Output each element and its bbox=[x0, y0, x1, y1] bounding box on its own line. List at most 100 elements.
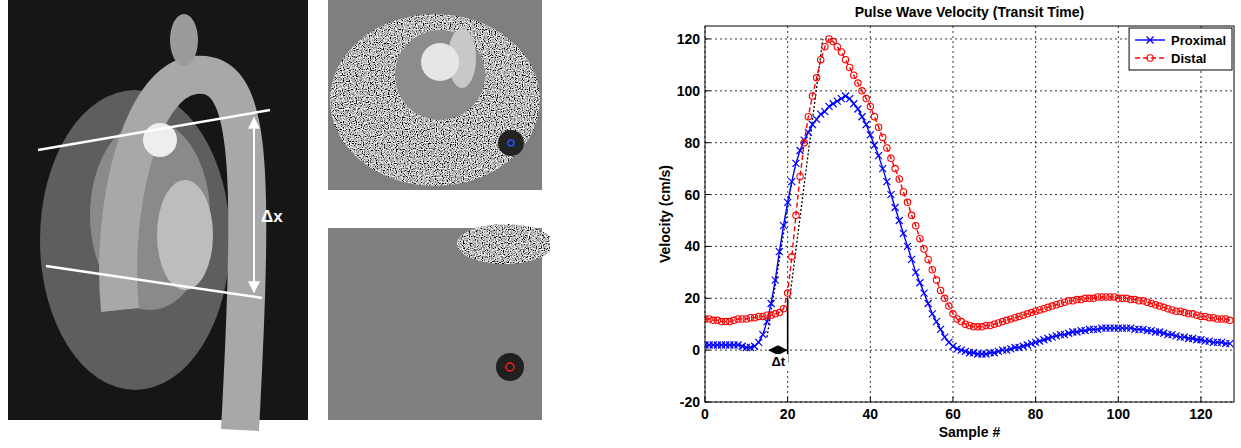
data-point bbox=[1156, 303, 1162, 309]
distal-roi bbox=[506, 363, 514, 371]
data-point bbox=[706, 316, 712, 322]
image-background bbox=[328, 0, 542, 190]
data-point bbox=[768, 300, 775, 307]
data-point bbox=[1057, 300, 1063, 306]
data-point bbox=[859, 88, 865, 94]
data-point bbox=[1210, 315, 1216, 321]
data-point bbox=[751, 315, 757, 321]
data-point bbox=[846, 95, 853, 102]
y-tick bbox=[705, 90, 710, 91]
series-proximal bbox=[705, 93, 1233, 358]
y-grid-line bbox=[705, 142, 1234, 143]
data-point bbox=[888, 155, 894, 161]
data-point bbox=[1189, 311, 1195, 317]
data-point bbox=[1169, 307, 1175, 313]
data-point bbox=[875, 152, 882, 159]
data-point bbox=[904, 199, 910, 205]
data-point bbox=[855, 80, 861, 86]
y-tick bbox=[705, 246, 710, 247]
data-point bbox=[838, 95, 845, 102]
data-point bbox=[917, 235, 923, 241]
y-tick-label: -20 bbox=[680, 394, 700, 410]
data-point bbox=[1223, 316, 1229, 322]
data-point bbox=[987, 322, 993, 328]
data-point bbox=[941, 334, 948, 341]
data-point bbox=[809, 121, 816, 128]
legend-marker bbox=[1147, 37, 1154, 44]
annotation-label: Δt bbox=[772, 354, 786, 369]
data-point bbox=[1024, 311, 1030, 317]
image-background bbox=[8, 0, 308, 420]
x-grid-line bbox=[1200, 26, 1201, 402]
data-point bbox=[714, 317, 720, 323]
x-axis-title: Sample # bbox=[939, 424, 1001, 440]
data-point bbox=[784, 290, 790, 296]
data-point bbox=[792, 160, 799, 167]
x-tick-label: 100 bbox=[1107, 406, 1131, 422]
data-point bbox=[1045, 304, 1051, 310]
aorta bbox=[118, 75, 247, 430]
y-grid-line bbox=[705, 298, 1234, 299]
legend: ProximalDistal bbox=[1129, 28, 1232, 70]
data-point bbox=[1078, 296, 1084, 302]
y-grid-line bbox=[705, 194, 1234, 195]
data-point bbox=[896, 176, 902, 182]
data-point bbox=[1016, 313, 1022, 319]
distal-plane bbox=[46, 266, 262, 298]
ascending-aorta bbox=[421, 43, 459, 81]
data-point bbox=[1041, 305, 1047, 311]
data-point bbox=[825, 103, 832, 110]
data-point bbox=[863, 95, 869, 101]
data-point bbox=[884, 145, 890, 151]
x-grid-line bbox=[787, 26, 788, 402]
data-point bbox=[991, 321, 997, 327]
chart-title: Pulse Wave Velocity (Transit Time) bbox=[855, 4, 1085, 20]
y-grid-line bbox=[705, 246, 1234, 247]
data-point bbox=[887, 191, 894, 198]
data-point bbox=[731, 317, 737, 323]
data-point bbox=[933, 277, 939, 283]
data-point bbox=[900, 230, 907, 237]
data-point bbox=[743, 316, 749, 322]
data-point bbox=[788, 178, 795, 185]
data-point bbox=[1161, 304, 1167, 310]
delta-x-label: Δx bbox=[261, 207, 283, 226]
data-point bbox=[925, 300, 932, 307]
annotation-background bbox=[768, 354, 788, 369]
data-point bbox=[1070, 298, 1076, 304]
data-point bbox=[1144, 299, 1150, 305]
data-point bbox=[1053, 302, 1059, 308]
data-point bbox=[821, 108, 828, 115]
y-tick bbox=[705, 142, 710, 143]
data-point bbox=[896, 217, 903, 224]
series-line bbox=[705, 96, 1230, 354]
plot-background bbox=[705, 26, 1234, 402]
data-point bbox=[921, 290, 928, 297]
data-point bbox=[908, 256, 915, 263]
x-tick-label: 40 bbox=[863, 406, 879, 422]
data-point bbox=[867, 103, 873, 109]
y-tick-label: 100 bbox=[677, 83, 701, 99]
annotation-vertical bbox=[787, 298, 789, 363]
data-point bbox=[830, 100, 837, 107]
data-point bbox=[818, 57, 824, 63]
data-point bbox=[797, 147, 804, 154]
data-point bbox=[937, 326, 944, 333]
data-point bbox=[946, 303, 952, 309]
data-point bbox=[933, 318, 940, 325]
legend-label: Distal bbox=[1171, 51, 1206, 66]
data-point bbox=[1008, 316, 1014, 322]
data-point bbox=[867, 131, 874, 138]
data-point bbox=[772, 277, 779, 284]
data-point bbox=[925, 256, 931, 262]
data-point bbox=[1181, 309, 1187, 315]
data-point bbox=[1165, 305, 1171, 311]
page: {"chart_data": {"type": "line", "title":… bbox=[0, 0, 1241, 448]
data-point bbox=[727, 318, 733, 324]
data-point bbox=[863, 121, 870, 128]
data-point bbox=[1148, 300, 1154, 306]
data-point bbox=[813, 116, 820, 123]
data-point bbox=[1177, 308, 1183, 314]
data-point bbox=[842, 93, 849, 100]
y-tick bbox=[705, 194, 710, 195]
